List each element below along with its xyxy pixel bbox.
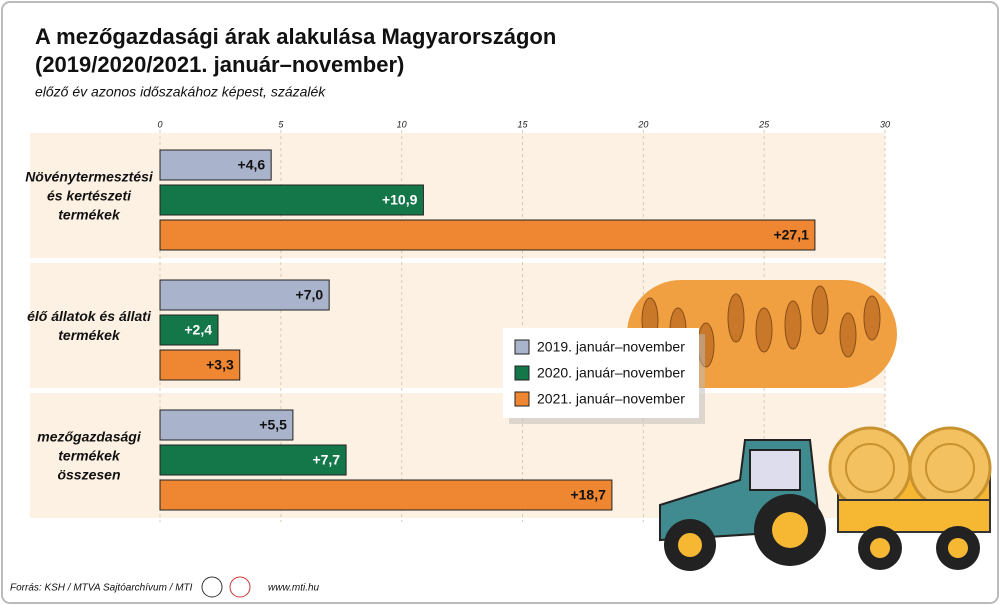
bar — [159, 184, 424, 216]
value-label: +10,9 — [382, 192, 418, 208]
tractor-illustration — [659, 426, 992, 571]
x-tick-label: 10 — [397, 119, 407, 129]
value-label: +18,7 — [570, 487, 606, 503]
bar — [159, 279, 330, 311]
bar — [159, 479, 613, 511]
bar — [159, 219, 816, 251]
value-label: +7,7 — [312, 452, 340, 468]
legend-swatch — [514, 365, 530, 381]
value-label: +4,6 — [238, 157, 266, 173]
legend-swatch — [514, 391, 530, 407]
x-tick-label: 0 — [157, 119, 162, 129]
value-label: +7,0 — [296, 287, 324, 303]
bar — [159, 349, 241, 381]
legend-label: 2021. január–november — [537, 391, 685, 407]
x-tick-label: 30 — [880, 119, 890, 129]
bar — [159, 444, 347, 476]
chart-subtitle: előző év azonos időszakához képest, száz… — [35, 84, 326, 100]
x-tick-label: 25 — [758, 119, 770, 129]
x-tick-label: 15 — [517, 119, 528, 129]
source: Forrás: KSH / MTVA Sajtóarchívum / MTI — [10, 583, 193, 594]
value-label: +2,4 — [184, 322, 212, 338]
bar — [159, 409, 294, 441]
x-tick-label: 20 — [637, 119, 648, 129]
legend-label: 2019. január–november — [537, 339, 685, 355]
x-tick-label: 5 — [278, 119, 284, 129]
value-label: +3,3 — [206, 357, 234, 373]
bar — [159, 149, 272, 181]
legend-label: 2020. január–november — [537, 365, 685, 381]
website: www.mti.hu — [268, 583, 320, 594]
chart-title: A mezőgazdasági árak alakulása Magyarors… — [35, 24, 556, 49]
category-label: Növénytermesztési és kertészeti termékek — [25, 168, 153, 222]
chart-title: (2019/2020/2021. január–november) — [35, 52, 404, 77]
value-label: +5,5 — [259, 417, 287, 433]
logo — [229, 576, 251, 598]
value-label: +27,1 — [773, 227, 809, 243]
bar — [159, 314, 219, 346]
legend-swatch — [514, 339, 530, 355]
logo — [201, 576, 223, 598]
category-label: élő állatok és állati termékek — [27, 307, 151, 343]
legend-box — [503, 328, 699, 418]
category-label: mezőgazdasági termékek összesen — [37, 428, 141, 482]
